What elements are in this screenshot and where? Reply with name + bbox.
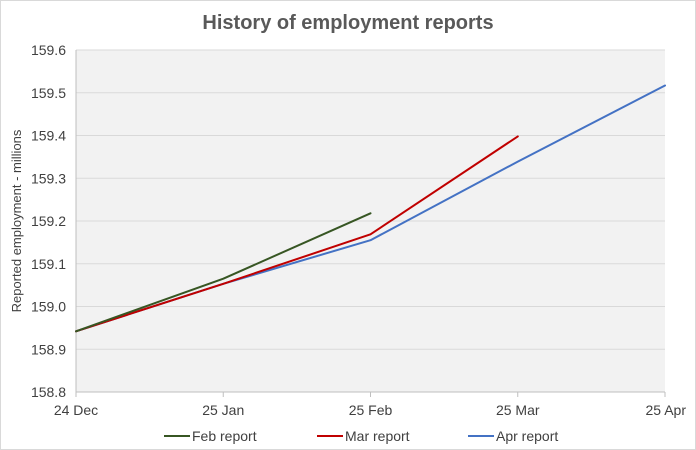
legend: Feb report Mar report Apr report — [164, 428, 558, 444]
legend-label: Feb report — [192, 428, 257, 444]
y-tick-label: 159.0 — [31, 299, 66, 315]
legend-label: Mar report — [345, 428, 410, 444]
x-tick-label: 25 Jan — [202, 402, 244, 418]
y-tick-label: 159.6 — [31, 42, 66, 58]
y-tick-label: 159.2 — [31, 213, 66, 229]
x-tick-label: 25 Feb — [349, 402, 393, 418]
y-tick-label: 159.3 — [31, 170, 66, 186]
chart-title: History of employment reports — [202, 12, 493, 34]
series-lines — [75, 84, 666, 333]
legend-label: Apr report — [496, 428, 558, 444]
x-tick-label: 24 Dec — [54, 402, 98, 418]
x-tick-label: 25 Apr — [646, 402, 687, 418]
y-axis-label: Reported employment - millions — [9, 129, 24, 312]
x-tick-marks — [75, 392, 666, 397]
y-tick-label: 158.9 — [31, 341, 66, 357]
series-line-mar-report — [75, 135, 519, 333]
y-tick-label: 159.1 — [31, 256, 66, 272]
x-tick-label: 25 Mar — [496, 402, 540, 418]
y-tick-labels: 158.8 158.9 159.0 159.1 159.2 159.3 159.4 159.5… — [31, 42, 66, 400]
x-tick-labels: 24 Dec 25 Jan 25 Feb 25 Mar 25 Apr — [54, 402, 687, 418]
series-line-feb-report — [75, 212, 372, 333]
y-tick-label: 159.4 — [31, 128, 66, 144]
y-tick-label: 158.8 — [31, 384, 66, 400]
y-tick-label: 159.5 — [31, 85, 66, 101]
